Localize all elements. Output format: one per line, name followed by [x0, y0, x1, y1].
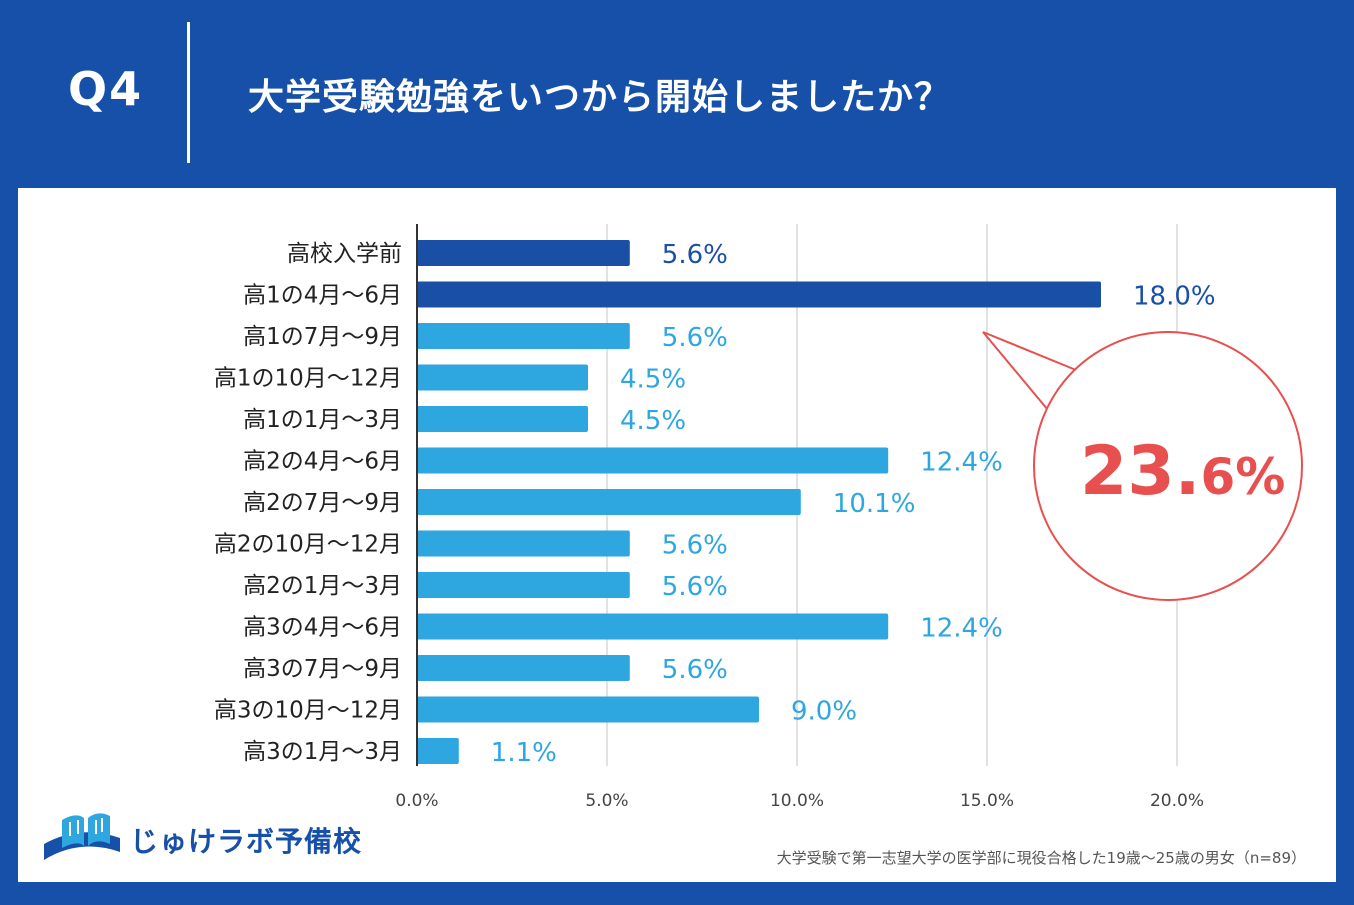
- data-label: 18.0%: [1133, 282, 1216, 312]
- category-label: 高1の10月～12月: [214, 366, 402, 392]
- x-tick-label: 20.0%: [1150, 791, 1204, 811]
- footnote: 大学受験で第一志望大学の医学部に現役合格した19歳～25歳の男女（n=89）: [776, 849, 1306, 867]
- category-label: 高2の1月～3月: [243, 573, 402, 599]
- data-label: 10.1%: [833, 489, 916, 519]
- data-label: 12.4%: [920, 448, 1003, 478]
- category-label: 高3の4月～6月: [243, 615, 402, 641]
- bar: [417, 572, 630, 598]
- bar: [417, 738, 459, 764]
- category-label: 高校入学前: [287, 241, 402, 267]
- question-number: Q4: [68, 62, 144, 116]
- category-label: 高2の10月～12月: [214, 532, 402, 558]
- category-label: 高3の10月～12月: [214, 698, 402, 724]
- data-label: 5.6%: [662, 240, 728, 270]
- x-tick-label: 15.0%: [960, 791, 1014, 811]
- bar: [417, 364, 588, 391]
- category-label: 高1の7月～9月: [243, 324, 402, 350]
- bar: [417, 613, 889, 640]
- bar: [417, 447, 889, 474]
- x-tick-label: 0.0%: [395, 791, 438, 811]
- bar: [417, 489, 801, 515]
- question-title: 大学受験勉強をいつから開始しましたか？: [248, 77, 952, 118]
- x-tick-label: 10.0%: [770, 791, 824, 811]
- bar: [417, 696, 759, 723]
- category-label: 高2の7月～9月: [243, 490, 402, 516]
- data-label: 4.5%: [620, 406, 686, 436]
- callout-bubble: [1033, 331, 1303, 601]
- callout-value: 23.6%: [1080, 432, 1285, 511]
- category-label: 高1の1月～3月: [243, 407, 402, 433]
- logo: じゅけラボ予備校: [40, 808, 380, 868]
- data-label: 1.1%: [491, 738, 557, 768]
- bar: [417, 323, 630, 349]
- bar: [417, 530, 630, 557]
- bar-chart: 0.0% 5.0% 10.0% 15.0% 20.0% 高校入学前 5.6% 高1の4月～6月…: [214, 224, 1303, 811]
- header: Q4 大学受験勉強をいつから開始しましたか？: [0, 0, 1354, 188]
- category-label: 高3の7月～9月: [243, 656, 402, 682]
- data-label: 12.4%: [920, 614, 1003, 644]
- data-label: 5.6%: [662, 531, 728, 561]
- category-label: 高1の4月～6月: [243, 283, 402, 309]
- data-label: 4.5%: [620, 365, 686, 395]
- bar: [417, 406, 588, 432]
- x-tick-label: 5.0%: [585, 791, 628, 811]
- data-label: 5.6%: [662, 655, 728, 685]
- bar: [417, 240, 630, 266]
- category-label: 高2の4月～6月: [243, 449, 402, 475]
- chart-panel: 0.0% 5.0% 10.0% 15.0% 20.0% 高校入学前 5.6% 高1の4月～6月…: [18, 188, 1336, 882]
- bar: [417, 281, 1101, 308]
- header-divider: [187, 22, 190, 163]
- data-label: 9.0%: [791, 697, 857, 727]
- category-label: 高3の1月～3月: [243, 739, 402, 765]
- callout-value-main: 23.: [1080, 432, 1200, 511]
- callout-value-decimal: 6%: [1200, 448, 1285, 506]
- callout-pointer: [982, 331, 1077, 411]
- data-label: 5.6%: [662, 323, 728, 353]
- logo-text: じゅけラボ予備校: [130, 825, 363, 858]
- book-logo-icon: [44, 813, 120, 860]
- bar: [417, 655, 630, 681]
- data-label: 5.6%: [662, 572, 728, 602]
- callout-seam: [1058, 378, 1074, 394]
